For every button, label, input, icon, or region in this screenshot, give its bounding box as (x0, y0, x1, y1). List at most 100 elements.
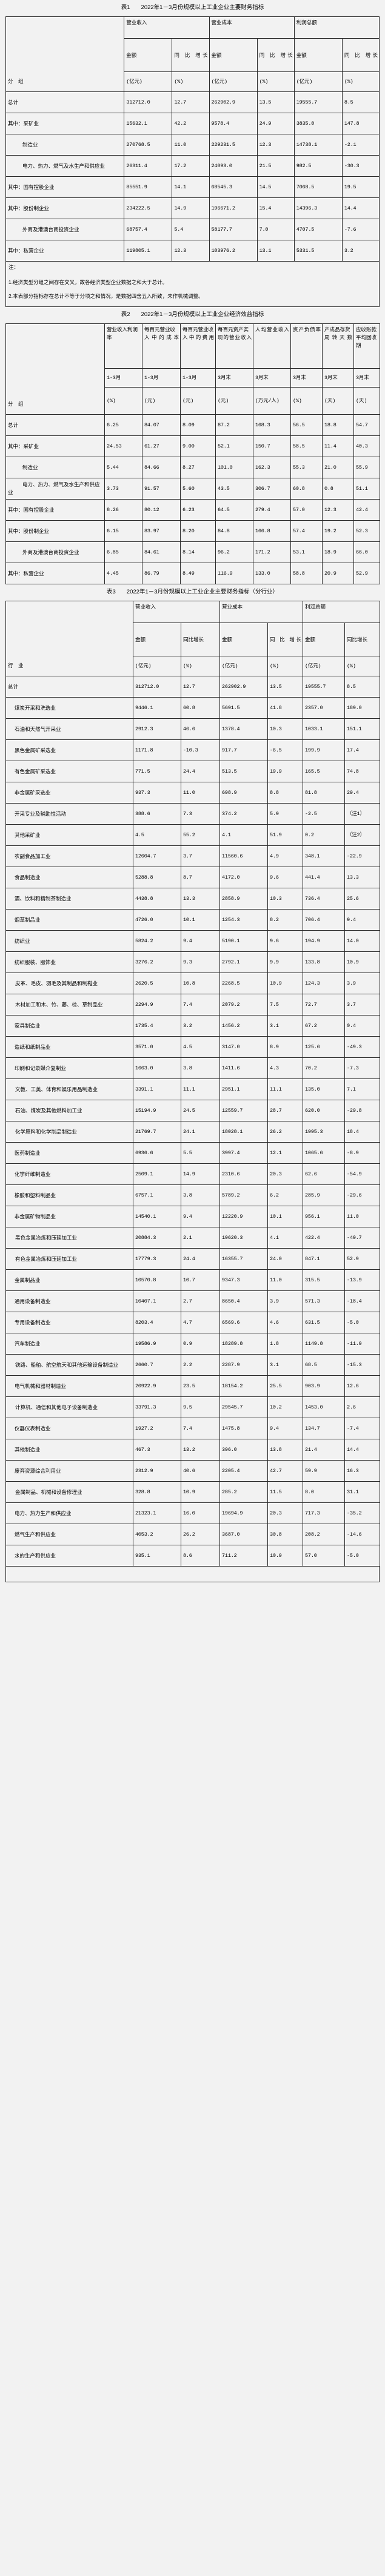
row-value: 19620.3 (219, 1227, 269, 1249)
row-value: 11.4 (322, 435, 354, 457)
row-value: 18154.2 (219, 1375, 269, 1397)
row-value: 133.0 (253, 563, 291, 584)
row-value: 84.07 (142, 414, 181, 436)
row-value: 87.2 (215, 414, 253, 436)
row-value: 81.8 (303, 782, 346, 804)
row-value: 13.2 (180, 1439, 221, 1461)
row-value: 15632.1 (124, 113, 173, 134)
row-value: 10.9 (180, 1481, 221, 1503)
row-value: 3276.2 (133, 951, 181, 973)
row-value: 5.5 (180, 1142, 221, 1164)
row-value: 43.5 (215, 478, 253, 500)
table-row: 石油和天然气开采业 2912.3 46.6 1378.4 10.3 1033.1 151.1 (5, 718, 381, 740)
row-value: 16.3 (344, 1460, 381, 1482)
row-value: 56.5 (290, 414, 323, 436)
row-value: 31.1 (344, 1481, 381, 1503)
row-value: 13.8 (267, 1439, 304, 1461)
row-value: 194.9 (303, 930, 346, 952)
table-row: 黑色金属冶炼和压延加工业 20884.3 2.1 19620.3 4.1 422.4 -49… (5, 1227, 381, 1249)
table3-title-number: 表3 (107, 589, 116, 595)
row-value: 1663.0 (133, 1057, 181, 1079)
row-value: 7.1 (344, 1078, 381, 1100)
row-value: 285.2 (219, 1481, 269, 1503)
row-value: 25.5 (267, 1375, 304, 1397)
row-value: 19694.9 (219, 1502, 269, 1524)
row-value: 67.2 (303, 1015, 346, 1037)
row-value: 25.6 (344, 888, 381, 910)
row-value: 15194.9 (133, 1100, 181, 1121)
row-value: 9.3 (180, 951, 221, 973)
row-value: 18.9 (322, 541, 354, 563)
table-row: 石油、煤炭及其他燃料加工业 15194.9 24.5 12559.7 28.7 620.0… (5, 1100, 381, 1121)
row-value: -11.9 (344, 1333, 381, 1355)
row-value: 30.8 (267, 1524, 304, 1545)
table-row: 其中：采矿业 15632.1 42.2 9578.4 24.9 3835.0 147.8 (5, 113, 380, 134)
row-value: -8.9 (344, 1142, 381, 1164)
table-row: 其中：私营企业 119805.1 12.3 103976.2 13.1 5331.5 3.2 (5, 240, 380, 262)
row-value: -10.3 (180, 739, 221, 761)
row-value: 2912.3 (133, 718, 181, 740)
row-label: 其中：私营企业 (5, 240, 125, 262)
row-label: 有色金属冶炼和压延加工业 (5, 1248, 133, 1270)
table1-note-2: 2.本表部分指标存在总计不等于分项之和情况，是数据四舍五入所致，未作机械调整。 (8, 293, 204, 299)
table2-unit-0: (%) (104, 387, 142, 415)
table-row: 制造业 270768.5 11.0 229231.5 12.3 14738.1 -2.1 (5, 134, 380, 156)
row-value: 631.5 (303, 1312, 346, 1333)
table-row: 医药制造业 6936.6 5.5 3997.4 12.1 1065.6 -8.9 (5, 1142, 381, 1164)
row-label: 煤炭开采和洗选业 (5, 697, 133, 719)
row-label: 木材加工和木、竹、藤、棕、草制品业 (5, 994, 133, 1016)
row-value: 1995.3 (303, 1121, 346, 1143)
row-value: 21323.1 (133, 1502, 181, 1524)
table-row: 燃气生产和供应业 4053.2 26.2 3687.0 30.8 208.2 -14.6 (5, 1524, 381, 1545)
table3-group-cost: 营业成本 (219, 601, 304, 623)
row-value: 135.0 (303, 1078, 346, 1100)
table-row: 金属制品业 10570.8 10.7 9347.3 11.0 315.5 -13.9 (5, 1269, 381, 1291)
table1-header-row-subs: 金额 同 比 增长 金额 同 比 增长 金额 同 比 增长 (6, 38, 380, 72)
row-value: 262902.9 (219, 676, 269, 698)
row-value: -13.9 (344, 1269, 381, 1291)
row-value: 3147.0 (219, 1036, 269, 1058)
row-value: 956.1 (303, 1206, 346, 1227)
row-value: 15.4 (256, 197, 295, 219)
table2-col-debt-ratio: 资产负债率 (290, 323, 323, 369)
row-value: 42.7 (267, 1460, 304, 1482)
table-row: 非金属矿物制品业 14540.1 9.4 12220.9 10.1 956.1 11.0 (5, 1206, 381, 1227)
table3-unit-profit-growth: (%) (344, 656, 381, 676)
row-value: 11560.6 (219, 845, 269, 867)
row-value: 10407.1 (133, 1290, 181, 1312)
row-value: 10.1 (180, 909, 221, 931)
row-value: 312712.0 (133, 676, 181, 698)
row-value: 3391.1 (133, 1078, 181, 1100)
row-value: 1453.0 (303, 1396, 346, 1418)
row-value: 771.5 (133, 761, 181, 782)
row-value: 1411.6 (219, 1057, 269, 1079)
row-value: 6.2 (267, 1184, 304, 1206)
row-value: 24.4 (180, 1248, 221, 1270)
table1-group-revenue: 营业收入 (124, 16, 210, 39)
row-value: 40.6 (180, 1460, 221, 1482)
row-value: 6757.1 (133, 1184, 181, 1206)
row-value: -49.7 (344, 1227, 381, 1249)
row-value: 20884.3 (133, 1227, 181, 1249)
row-value: 51.9 (267, 824, 304, 846)
row-value: 698.9 (219, 782, 269, 804)
row-value: 55.3 (290, 457, 323, 478)
row-value: 2951.1 (219, 1078, 269, 1100)
table3-sub-growth-revenue: 同比增长 (180, 623, 221, 656)
table1-unit-revenue-growth: (%) (172, 71, 210, 92)
table-row: 废弃资源综合利用业 2312.9 40.6 2205.4 42.7 59.9 16.3 (5, 1460, 381, 1482)
row-value: -29.8 (344, 1100, 381, 1121)
row-value: 57.4 (290, 520, 323, 542)
row-value: 7068.5 (293, 176, 343, 198)
row-value: 40.3 (353, 435, 380, 457)
row-value: -5.0 (344, 1545, 381, 1567)
row-value: 5.4 (172, 219, 210, 240)
table2-col-inventory-days: 产成品存货周转天数 (322, 323, 354, 369)
row-value: 21769.7 (133, 1121, 181, 1143)
row-value: 7.3 (180, 803, 221, 825)
row-value: 3.8 (180, 1184, 221, 1206)
row-value: 513.5 (219, 761, 269, 782)
row-value: 8.9 (267, 1036, 304, 1058)
row-value: 19.9 (267, 761, 304, 782)
table3-unit-cost-growth: (%) (267, 656, 304, 676)
